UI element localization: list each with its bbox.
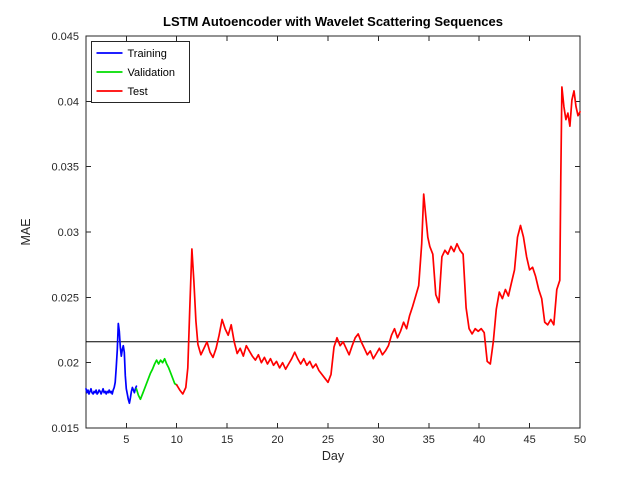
y-tick-label: 0.02 [58, 358, 79, 370]
x-tick-label: 30 [372, 434, 384, 446]
x-tick-label: 20 [271, 434, 283, 446]
series-training [85, 322, 138, 405]
y-tick-label: 0.035 [51, 162, 79, 174]
x-tick-label: 45 [523, 434, 535, 446]
x-tick-label: 15 [221, 434, 233, 446]
x-tick-label: 25 [322, 434, 334, 446]
legend-label-training: Training [128, 48, 167, 60]
y-tick-label: 0.015 [51, 423, 79, 435]
plot-dynamic-layer: 5 10 15 20 25 30 35 40 45 50 0.015 0.02 0.025 0.03 0.0… [51, 31, 586, 446]
legend-label-test: Test [128, 86, 148, 98]
x-tick-label: 40 [473, 434, 485, 446]
chart-title: LSTM Autoencoder with Wavelet Scattering… [163, 14, 503, 29]
x-tick-label: 50 [574, 434, 586, 446]
y-tick-label: 0.03 [58, 227, 79, 239]
legend-label-validation: Validation [128, 67, 176, 79]
y-axis-label: MAE [19, 218, 33, 245]
series-validation [135, 357, 178, 401]
y-tick-label: 0.04 [58, 96, 79, 108]
x-tick-label: 5 [123, 434, 129, 446]
y-tick-label: 0.025 [51, 292, 79, 304]
series-test [175, 86, 581, 395]
x-axis-label: Day [322, 449, 345, 463]
y-tick-label: 0.045 [51, 31, 79, 43]
x-tick-label: 10 [171, 434, 183, 446]
x-tick-label: 35 [423, 434, 435, 446]
